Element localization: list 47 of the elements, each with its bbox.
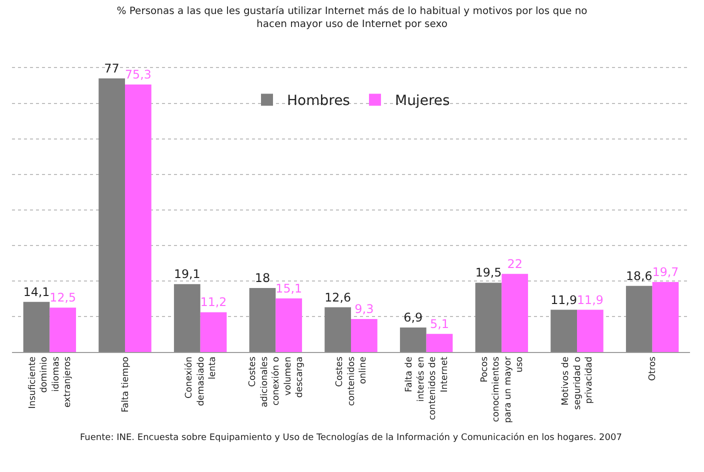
- legend-label: Hombres: [287, 93, 350, 110]
- data-label: 22: [507, 256, 522, 271]
- x-tick-label: Costes contenidos online: [335, 356, 369, 406]
- x-tick-label: Conexión demasiado lenta: [184, 356, 218, 406]
- data-label: 5,1: [430, 316, 450, 331]
- data-label: 18,6: [626, 268, 652, 283]
- bar: [23, 302, 50, 352]
- bar: [426, 334, 453, 352]
- source-note: Fuente: INE. Encuesta sobre Equipamiento y Uso de Tecnologías de la Información y Comunicación en los hogares. 2007: [80, 432, 622, 443]
- x-tick-label: Pocos conocimientos para un mayor uso: [480, 356, 526, 423]
- data-label: 19,7: [652, 265, 679, 280]
- x-tick-label: Otros: [648, 356, 658, 381]
- data-label: 11,9: [577, 292, 604, 307]
- bar: [351, 318, 378, 352]
- data-label: 75,3: [125, 67, 152, 82]
- data-label: 11,2: [200, 295, 227, 310]
- bar: [577, 310, 604, 352]
- bar: [249, 288, 276, 352]
- data-label: 9,3: [354, 302, 374, 316]
- data-label: 11,9: [550, 292, 577, 307]
- bar: [475, 282, 502, 352]
- data-label: 77: [104, 61, 120, 76]
- bar: [400, 327, 426, 352]
- bar: [626, 286, 652, 352]
- data-label: 19,1: [174, 267, 200, 282]
- bar: [174, 284, 200, 352]
- bar: [200, 312, 227, 352]
- x-tick-label: Falta de interés en contenidos de Internet: [404, 356, 450, 420]
- data-label: 15,1: [276, 281, 302, 296]
- data-label: 19,5: [475, 266, 502, 280]
- chart-title: % Personas a las que les gustaría utilizar Internet más de lo habitual y motivos por los que no hacen mayor uso de Internet por sexo: [116, 6, 588, 30]
- bar: [550, 310, 577, 352]
- x-tick-label: Insuficiente dominio idiomas extranjeros: [28, 356, 74, 409]
- bar: [276, 298, 302, 352]
- bar: [98, 78, 125, 352]
- bar: [50, 308, 76, 352]
- data-label: 12,5: [50, 290, 76, 305]
- bar: [652, 282, 679, 352]
- legend-label: Mujeres: [394, 93, 450, 110]
- bar: [125, 84, 152, 352]
- data-label: 18: [254, 271, 270, 286]
- x-tick-label: Falta tiempo: [120, 356, 131, 412]
- data-label: 6,9: [404, 310, 423, 324]
- data-label: 14,1: [23, 284, 50, 299]
- bar: [324, 307, 351, 352]
- bar: [502, 274, 528, 352]
- data-label: 12,6: [324, 290, 351, 304]
